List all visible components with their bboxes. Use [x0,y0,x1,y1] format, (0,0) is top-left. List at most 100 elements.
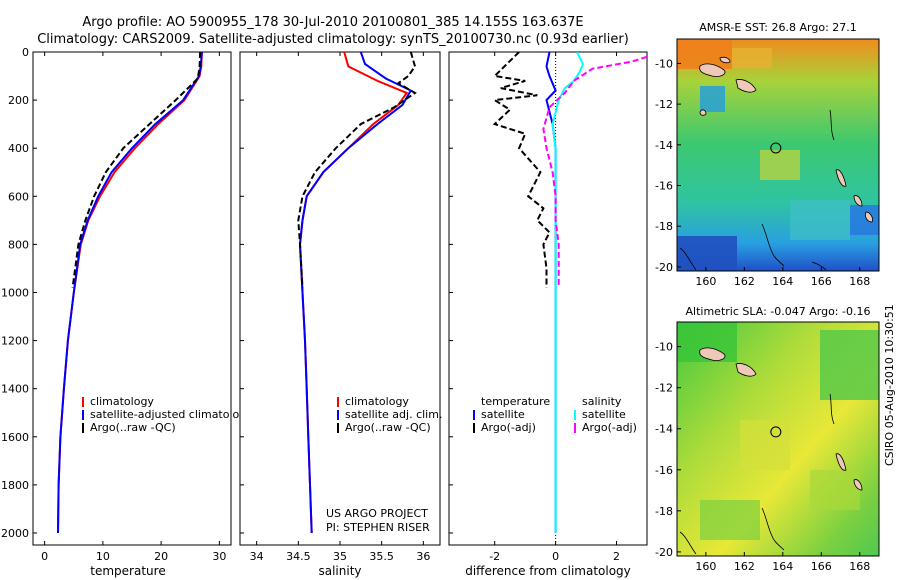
sla-high-patch [740,420,790,470]
legend-label: climatology [90,395,154,408]
x-tick-label: 35 [333,550,347,563]
legend-label: satellite-adjusted climatology [90,408,253,421]
island-outline [835,169,847,187]
y-tick-label: 2000 [1,527,29,540]
salinity-series-group [297,52,417,534]
sla-map-panel: Altimetric SLA: -0.047 Argo: -0.16 160 16 [655,305,880,573]
sla-map-frame [676,321,880,557]
project-line-2: PI: STEPHEN RISER [326,521,430,534]
map-y-tick-label: -16 [655,180,673,193]
y-tick-label: 1200 [1,335,29,348]
reef-outline [811,261,827,271]
temperature-legend: climatology satellite-adjusted climatolo… [82,395,253,434]
x-tick-label: 10 [96,550,110,563]
difference-xlabel: difference from climatology [465,564,631,578]
x-tick-label: 2 [613,550,620,563]
sst-warm-patch [760,150,800,180]
temperature-panel: 0 10 20 30 0 200 400 600 800 1000 1200 1400 1600 1800… [1,46,253,578]
map-y-tick-label: -14 [655,139,673,152]
x-tick-label: 34 [250,550,264,563]
island-outline [735,79,757,93]
series-line [71,52,202,288]
salinity-ticks: 34 34.5 35 35.5 36 [240,51,430,563]
map-y-tick-label: -16 [655,464,673,477]
reef-outline [829,393,835,425]
sla-map-title: Altimetric SLA: -0.047 Argo: -0.16 [686,305,871,318]
y-tick-label: 1400 [1,383,29,396]
difference-axes-frame [448,51,648,546]
series-line [542,55,647,288]
island-outline [853,479,863,491]
sst-map-panel: AMSR-E SST: 26.8 Argo: 27.1 [655,21,880,288]
legend-heading-salinity: salinity [582,395,622,408]
sla-map-ticks: 160 162 164 166 168 -10 -12 -14 -16 -18 -20 [655,341,870,573]
sst-map-title: AMSR-E SST: 26.8 Argo: 27.1 [699,21,857,34]
y-tick-label: 0 [22,46,29,59]
series-line [57,52,203,534]
map-x-tick-label: 162 [734,275,755,288]
salinity-panel: 34 34.5 35 35.5 36 salinity climatology sate… [239,51,442,578]
map-x-tick-label: 160 [695,560,716,573]
difference-ticks: -2 0 2 [449,51,620,563]
legend-heading-temperature: temperature [481,395,550,408]
map-y-tick-label: -12 [655,98,673,111]
island-outline [699,63,726,77]
map-x-tick-label: 168 [849,275,870,288]
reef-outline [761,507,785,551]
x-tick-label: 35.5 [369,550,394,563]
legend-label: Argo(-adj) [582,421,637,434]
reef-outline [679,247,697,271]
sla-reef-outlines [679,393,835,555]
y-tick-label: 1600 [1,431,29,444]
map-x-tick-label: 164 [772,275,793,288]
sst-map-ticks: 160 162 164 166 168 -10 -12 -14 -16 -18 -20 [655,57,870,288]
reef-outline [829,109,835,141]
sla-islands [699,347,863,491]
temperature-series-group [57,52,203,534]
map-y-tick-label: -20 [655,261,673,274]
salinity-legend: climatology satellite adj. clim. Argo(..… [337,395,442,434]
legend-label: Argo(..raw -QC) [345,421,431,434]
series-line [491,52,551,288]
map-y-tick-label: -10 [655,57,673,70]
series-line [551,52,585,533]
legend-label: climatology [345,395,409,408]
map-x-tick-label: 168 [849,560,870,573]
island-outline [835,453,847,471]
header-line-2: Climatology: CARS2009. Satellite-adjuste… [37,32,629,47]
temperature-ticks: 0 10 20 30 0 200 400 600 800 1000 1200 1400 1600 1800… [1,46,226,563]
y-tick-label: 400 [8,142,29,155]
map-x-tick-label: 160 [695,275,716,288]
x-tick-label: 0 [41,550,48,563]
sst-map-field [677,39,879,271]
sst-map-frame [676,38,880,272]
legend-label: satellite [481,408,525,421]
y-tick-label: 1000 [1,286,29,299]
x-tick-label: 0 [552,550,559,563]
map-y-tick-label: -10 [655,341,673,354]
salinity-xlabel: salinity [318,564,361,578]
sla-map-field [677,322,879,556]
series-line [297,52,417,288]
header-line-1: Argo profile: AO 5900955_178 30-Jul-2010… [82,15,583,30]
sst-cold-patch [677,236,737,271]
map-x-tick-label: 166 [811,275,832,288]
map-x-tick-label: 166 [811,560,832,573]
map-x-tick-label: 162 [734,560,755,573]
sst-cold-patch [850,205,879,235]
map-x-tick-label: 164 [772,560,793,573]
island-outline [735,363,757,377]
y-tick-label: 600 [8,190,29,203]
legend-label: Argo(..raw -QC) [90,421,176,434]
series-line [298,52,413,534]
y-tick-label: 800 [8,238,29,251]
sst-cool-patch [700,86,725,112]
island-outline [699,347,726,361]
sst-cool-patch [790,200,850,240]
legend-label: satellite adj. clim. [345,408,442,421]
sst-argo-float-marker [770,142,782,154]
map-y-tick-label: -18 [655,220,673,233]
map-y-tick-label: -20 [655,546,673,559]
temperature-xlabel: temperature [90,564,165,578]
